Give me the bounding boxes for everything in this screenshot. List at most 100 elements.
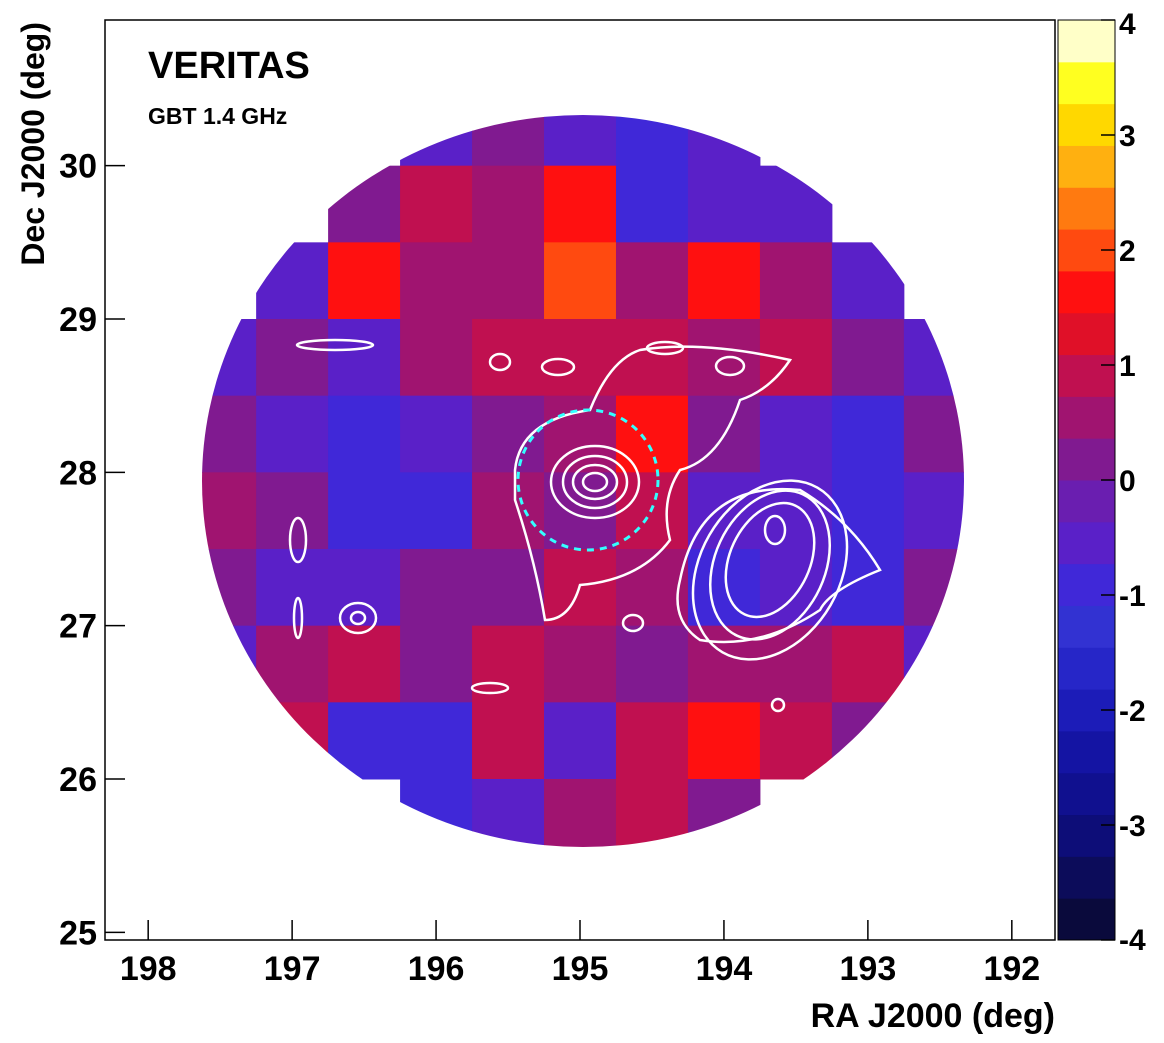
- colorbar-step: [1058, 312, 1115, 356]
- heat-cell: [831, 242, 905, 320]
- colorbar-step: [1058, 563, 1115, 606]
- chart-title: VERITAS: [148, 45, 310, 87]
- heat-cell: [328, 625, 401, 703]
- heat-cell: [328, 165, 401, 243]
- heat-cell: [328, 702, 401, 780]
- heat-cell: [544, 395, 617, 473]
- colorbar-tick-label: 2: [1119, 235, 1136, 268]
- x-tick-label: 198: [120, 950, 177, 988]
- y-tick-label: 29: [59, 301, 97, 339]
- heat-cell: [831, 625, 905, 703]
- heat-cell: [544, 115, 617, 167]
- heat-cell: [328, 242, 401, 320]
- colorbar-tick-label: -4: [1119, 924, 1146, 957]
- source-region: [516, 408, 660, 552]
- heat-cell: [615, 549, 689, 627]
- heat-cell: [202, 472, 257, 550]
- heat-cell: [759, 625, 833, 703]
- heat-cell: [615, 779, 689, 847]
- heat-cell: [256, 702, 329, 780]
- colorbar-step: [1058, 438, 1115, 481]
- y-tick-label: 26: [59, 761, 97, 799]
- y-tick-label: 25: [59, 914, 97, 952]
- heat-cell: [831, 319, 905, 397]
- heat-cell: [831, 702, 905, 780]
- colorbar-tick-label: 3: [1119, 120, 1136, 153]
- heat-cell: [472, 115, 545, 167]
- heat-cell: [202, 395, 257, 473]
- heat-cell: [687, 115, 761, 167]
- heat-cell: [903, 625, 964, 703]
- heat-cell: [687, 549, 761, 627]
- heat-cell: [328, 395, 401, 473]
- heat-cell: [256, 472, 329, 550]
- x-tick-label: 194: [696, 950, 753, 988]
- heat-cell: [256, 395, 329, 473]
- colorbar-step: [1058, 145, 1115, 188]
- heat-cell: [400, 165, 473, 243]
- heat-cell: [615, 165, 689, 243]
- heat-cell: [544, 779, 617, 847]
- colorbar-step: [1058, 103, 1115, 146]
- heat-cell: [687, 625, 761, 703]
- x-tick-label: 193: [840, 950, 897, 988]
- colorbar-step: [1058, 396, 1115, 439]
- heat-cell: [544, 472, 617, 550]
- heat-cell: [903, 549, 964, 627]
- sky-map: [202, 115, 964, 847]
- colorbar-step: [1058, 20, 1115, 63]
- colorbar-step: [1058, 647, 1115, 690]
- heat-cell: [759, 319, 833, 397]
- heat-cell: [472, 165, 545, 243]
- colorbar-step: [1058, 814, 1115, 857]
- colorbar-tick-label: 4: [1119, 8, 1136, 41]
- contours: [288, 338, 882, 713]
- colorbar-step: [1058, 856, 1115, 899]
- colorbar-tick-label: -3: [1119, 810, 1146, 843]
- heat-cell: [615, 702, 689, 780]
- heat-cell: [328, 472, 401, 550]
- heat-cell: [831, 472, 905, 550]
- chart-subtitle: GBT 1.4 GHz: [148, 103, 287, 129]
- x-tick-label: 197: [264, 950, 321, 988]
- heat-cell: [472, 395, 545, 473]
- heat-cell: [687, 242, 761, 320]
- heat-cell: [615, 242, 689, 320]
- x-axis-title: RA J2000 (deg): [811, 997, 1055, 1035]
- heat-cell: [202, 625, 257, 703]
- colorbar-step: [1058, 772, 1115, 816]
- heat-cell: [400, 395, 473, 473]
- x-tick-label: 192: [983, 950, 1040, 988]
- x-tick-label: 195: [552, 950, 609, 988]
- heat-cell: [544, 319, 617, 397]
- colorbar-tick-label: -2: [1119, 695, 1146, 728]
- heat-cell: [472, 242, 545, 320]
- heat-cell: [615, 395, 689, 473]
- heat-cell: [544, 625, 617, 703]
- heat-cell: [544, 702, 617, 780]
- heat-cell: [400, 702, 473, 780]
- heat-cell: [256, 319, 329, 397]
- heat-cell: [400, 319, 473, 397]
- heat-cell: [544, 242, 617, 320]
- colorbar-step: [1058, 187, 1115, 230]
- heat-cell: [544, 165, 617, 243]
- heat-cell: [202, 319, 257, 397]
- colorbar-step: [1058, 480, 1115, 523]
- colorbar-tick-label: 0: [1119, 465, 1136, 498]
- heat-cell: [202, 549, 257, 627]
- heat-cell: [759, 395, 833, 473]
- heat-cell: [472, 625, 545, 703]
- heat-cell: [256, 625, 329, 703]
- x-tick-label: 196: [408, 950, 465, 988]
- heat-cell: [903, 319, 964, 397]
- heat-cell: [687, 702, 761, 780]
- y-tick-label: 28: [59, 454, 97, 492]
- heat-cell: [831, 395, 905, 473]
- heat-cell: [687, 472, 761, 550]
- heat-cell: [400, 115, 473, 167]
- heat-cell: [400, 242, 473, 320]
- y-axis-title: Dec J2000 (deg): [15, 22, 51, 266]
- colorbar-step: [1058, 61, 1115, 105]
